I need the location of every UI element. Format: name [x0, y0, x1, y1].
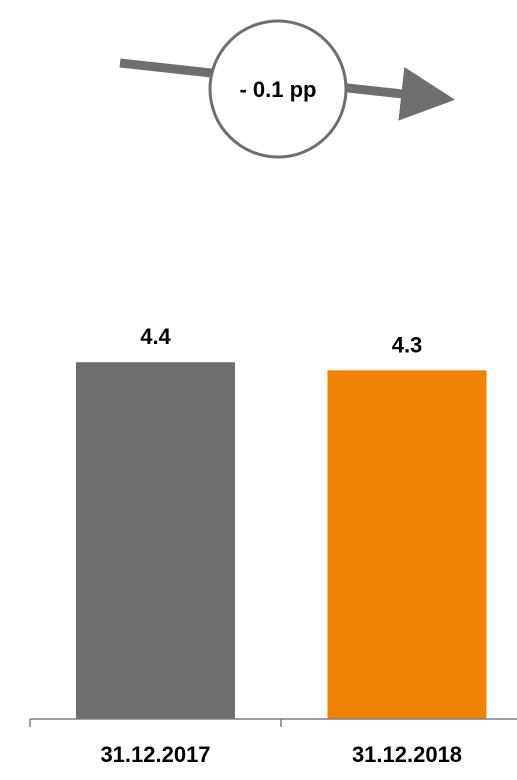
- change-circle: [208, 19, 348, 159]
- category-label-31-12-2017: 31.12.2017: [100, 742, 210, 767]
- category-label-31-12-2018: 31.12.2018: [352, 742, 462, 767]
- bar-31-12-2018: [327, 370, 487, 719]
- value-label-31-12-2017: 4.4: [140, 324, 171, 349]
- x-axis: 31.12.2017 31.12.2018: [29, 718, 517, 767]
- change-label: - 0.1 pp: [239, 77, 316, 102]
- change-annotation: - 0.1 pp: [119, 19, 456, 159]
- bars: [76, 362, 487, 719]
- value-label-31-12-2018: 4.3: [392, 332, 423, 357]
- bar-31-12-2017: [76, 362, 235, 719]
- value-labels: 4.4 4.3: [140, 324, 422, 357]
